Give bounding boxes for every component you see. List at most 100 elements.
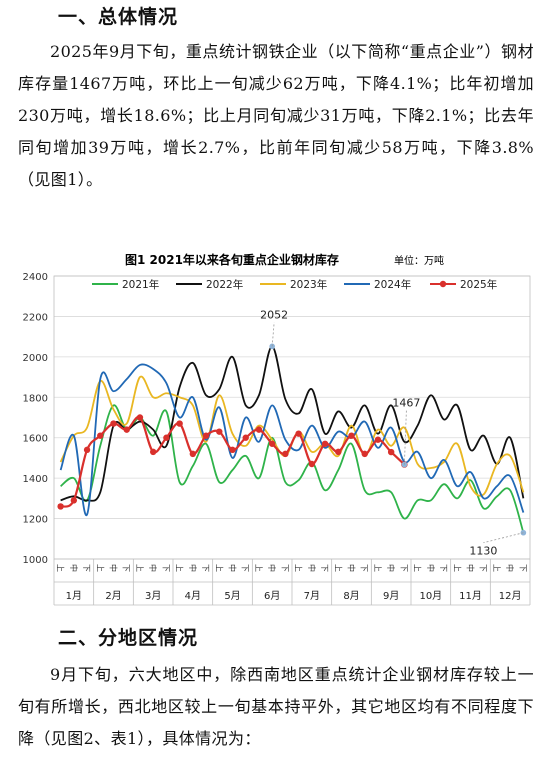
x-tick-label: 下 xyxy=(518,564,527,572)
y-tick-label: 1800 xyxy=(23,393,48,404)
x-tick-label: 下 xyxy=(82,564,91,572)
x-tick-label: 下 xyxy=(479,564,488,572)
month-label: 1月 xyxy=(66,590,82,602)
data-point xyxy=(202,432,210,439)
data-point xyxy=(321,440,329,447)
month-label: 10月 xyxy=(419,590,442,602)
month-label: 8月 xyxy=(343,590,359,602)
x-tick-label: 中 xyxy=(109,564,119,572)
x-tick-label: 上 xyxy=(452,564,461,572)
legend-label: 2025年 xyxy=(460,278,497,291)
y-tick-label: 1600 xyxy=(23,434,48,445)
month-label: 7月 xyxy=(304,590,320,602)
month-label: 4月 xyxy=(185,590,201,602)
chart-grid xyxy=(53,275,531,560)
data-point xyxy=(110,420,117,427)
x-tick-label: 上 xyxy=(135,564,144,572)
x-tick-label: 中 xyxy=(307,564,317,572)
legend-label: 2022年 xyxy=(206,278,243,291)
series-line xyxy=(60,345,525,502)
inventory-line-chart: 图1 2021年以来各旬重点企业钢材库存 单位：万吨 2021年 2022年 202… xyxy=(23,252,531,606)
overview-paragraph: 2025年9月下旬，重点统计钢铁企业（以下简称“重点企业”）钢材库存量1467万… xyxy=(18,42,534,189)
chart-unit: 单位：万吨 xyxy=(394,254,444,267)
y-tick-label: 2000 xyxy=(23,353,48,364)
x-tick-label: 上 xyxy=(294,564,303,572)
chart-series xyxy=(57,345,525,533)
data-point xyxy=(189,450,197,458)
data-point xyxy=(176,420,183,427)
annotation-label: 2052 xyxy=(260,308,288,321)
chart-annotations: 2052 1467 1130 xyxy=(260,308,527,558)
x-tick-label: 上 xyxy=(373,564,382,572)
y-tick-label: 1200 xyxy=(23,515,48,526)
series-line xyxy=(60,404,525,533)
annotation-leader xyxy=(271,322,275,347)
data-point xyxy=(348,432,355,439)
data-point xyxy=(97,432,104,439)
annotation-label: 1130 xyxy=(469,545,497,558)
data-point xyxy=(295,430,302,437)
month-label: 11月 xyxy=(459,590,482,602)
y-axis: 1000 1200 1400 1600 1800 2000 2200 2400 xyxy=(23,272,48,566)
chart-title: 图1 2021年以来各旬重点企业钢材库存 xyxy=(125,252,339,267)
data-point xyxy=(149,448,157,456)
x-tick-label: 下 xyxy=(161,564,170,572)
month-label: 3月 xyxy=(145,590,161,602)
x-axis: 上中下上中下上中下上中下上中下上中下上中下上中下上中下上中下上中下上中下1月 2月… xyxy=(53,559,531,606)
x-tick-label: 中 xyxy=(426,564,436,572)
section-heading-overview: 一、总体情况 xyxy=(58,6,179,28)
data-point xyxy=(83,446,91,454)
y-tick-label: 1000 xyxy=(23,555,48,566)
legend-label: 2021年 xyxy=(122,278,159,291)
x-tick-label: 下 xyxy=(399,564,408,572)
series-2 xyxy=(60,345,525,502)
data-point xyxy=(374,436,382,443)
annotation-point xyxy=(401,461,408,468)
data-point xyxy=(229,446,236,454)
y-tick-label: 1400 xyxy=(23,474,48,485)
x-tick-label: 中 xyxy=(386,564,396,572)
data-point xyxy=(136,414,144,421)
x-tick-label: 下 xyxy=(241,564,250,572)
x-tick-label: 上 xyxy=(254,564,263,572)
x-tick-label: 下 xyxy=(122,564,131,572)
y-tick-label: 2200 xyxy=(23,312,48,323)
data-point xyxy=(282,450,289,458)
x-tick-label: 中 xyxy=(69,564,79,572)
data-point xyxy=(242,434,249,441)
annotation-leader xyxy=(403,410,407,465)
x-tick-label: 下 xyxy=(280,564,289,572)
data-point xyxy=(216,428,223,435)
section-heading-regions: 二、分地区情况 xyxy=(58,627,199,649)
x-tick-label: 上 xyxy=(214,564,223,572)
month-label: 5月 xyxy=(224,590,240,602)
data-point xyxy=(387,448,395,456)
regions-paragraph: 9月下旬，六大地区中，除西南地区重点统计企业钢材库存较上一旬有所增长，西北地区较… xyxy=(18,665,534,748)
chart-legend: 2021年 2022年 2023年 2024年 2025年 xyxy=(92,278,497,291)
series-4 xyxy=(59,363,525,516)
x-tick-label: 上 xyxy=(175,564,184,572)
legend-label: 2023年 xyxy=(290,278,327,291)
x-tick-label: 下 xyxy=(201,564,210,572)
data-point xyxy=(335,448,342,456)
y-tick-label: 2400 xyxy=(23,272,48,283)
month-label: 12月 xyxy=(499,590,522,602)
x-tick-label: 上 xyxy=(492,564,501,572)
x-tick-label: 下 xyxy=(360,564,369,572)
month-label: 9月 xyxy=(383,590,399,602)
x-tick-label: 下 xyxy=(320,564,329,572)
plot-frame xyxy=(53,275,531,560)
annotation-leader xyxy=(483,532,524,544)
x-tick-label: 中 xyxy=(267,564,277,572)
x-tick-label: 上 xyxy=(95,564,104,572)
x-tick-label: 中 xyxy=(505,564,515,572)
x-tick-label: 上 xyxy=(333,564,342,572)
x-tick-label: 下 xyxy=(439,564,448,572)
legend-marker xyxy=(439,280,447,288)
legend-label: 2024年 xyxy=(374,278,411,291)
data-point xyxy=(308,460,316,468)
x-tick-label: 中 xyxy=(188,564,198,572)
x-tick-label: 中 xyxy=(347,564,357,572)
data-point xyxy=(123,426,130,433)
